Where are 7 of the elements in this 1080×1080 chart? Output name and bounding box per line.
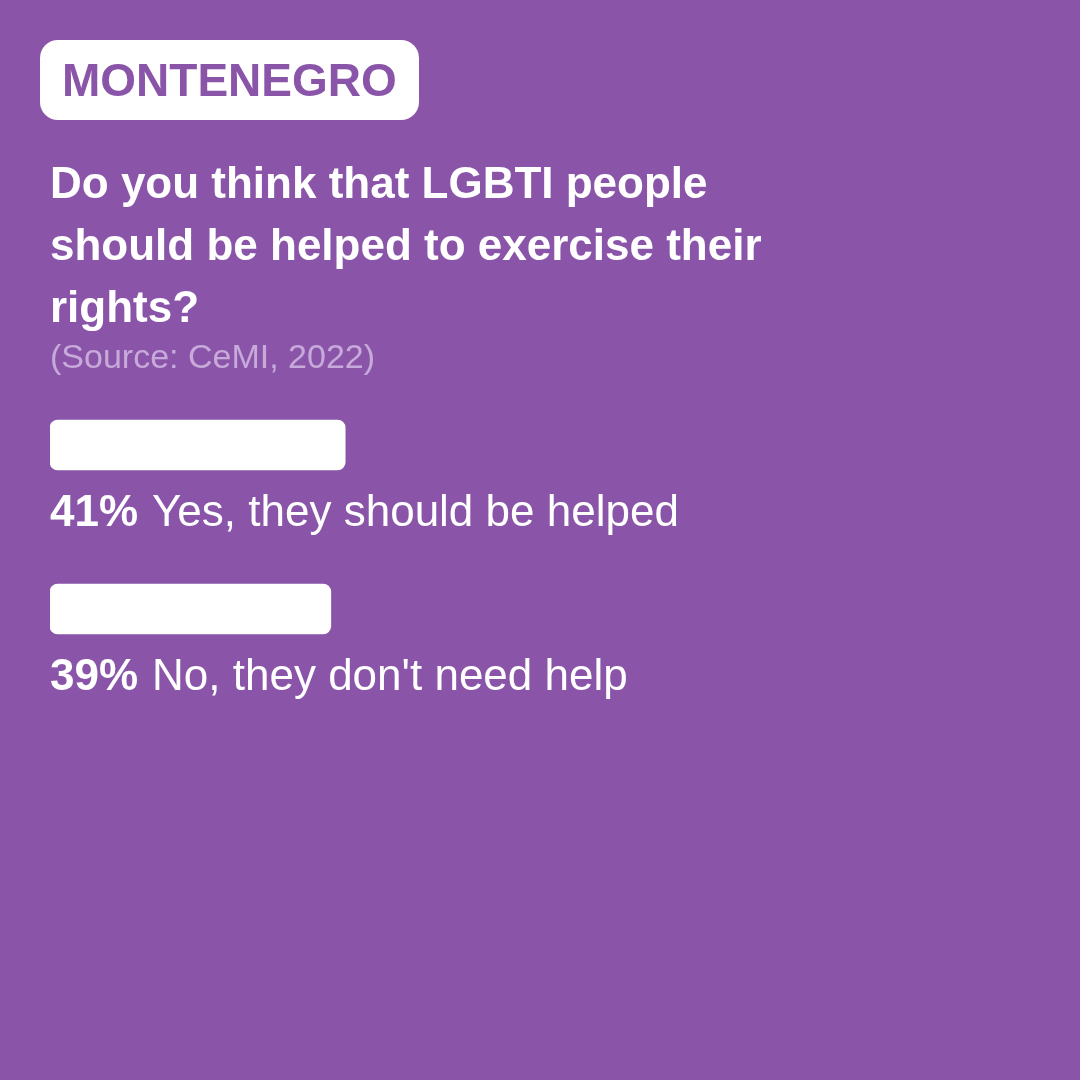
text: (Source: CeMI, 2022)	[50, 336, 376, 376]
data-label: 39%	[50, 650, 139, 699]
y-tick-label: Yes, they should be helped	[152, 486, 679, 535]
chart-title: MONTENEGRO	[40, 40, 419, 120]
chart-subtitle: Do you think that LGBTI people should be helped to exercise their rights?	[50, 157, 763, 333]
data-label: 41%	[50, 486, 139, 535]
y-tick-label: No, they don't need help	[152, 650, 628, 699]
